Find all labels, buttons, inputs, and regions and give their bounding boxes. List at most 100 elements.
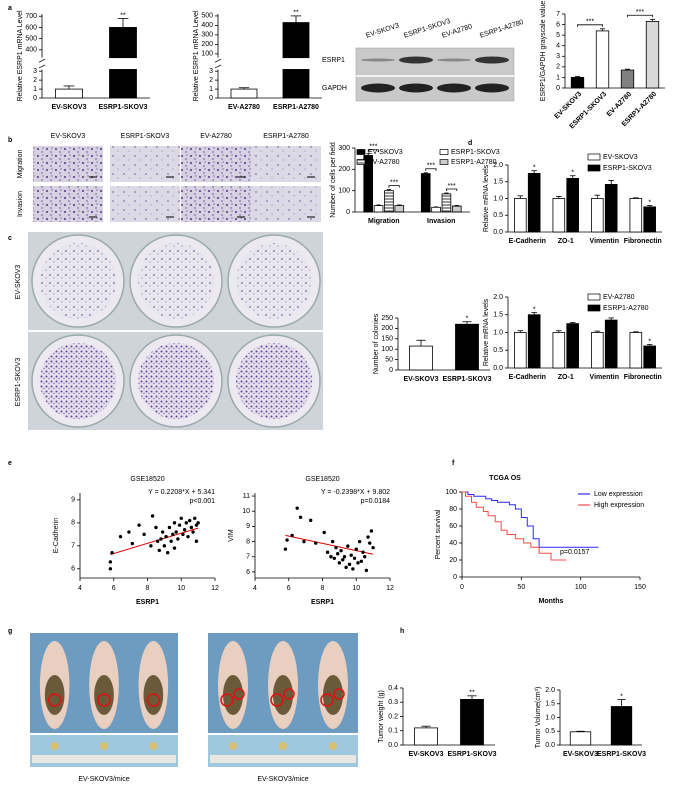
y-tick-label: 0 [389,367,393,374]
axis-break [214,64,222,69]
significance: * [648,338,651,345]
x-tick-label: 6 [112,585,116,592]
caption: EV-SKOV3/mice [257,776,308,783]
legend-label: High expression [594,502,644,509]
significance: * [571,170,574,177]
y-tick-label: 1.0 [493,329,503,336]
legend-swatch [587,304,601,312]
tumor-circle [233,688,245,700]
point [172,546,177,550]
y-axis-label: Number of cells per field [330,142,337,218]
abdomen [143,675,164,715]
y-tick-label: 20 [449,557,457,564]
y-tick-label: 4 [556,43,560,50]
y-tick-label: 1 [33,86,37,93]
chart-title: TCGA OS [489,475,521,482]
y-tick-label: 8 [246,538,250,545]
bar [431,206,441,213]
y-tick-label: 400 [25,47,37,54]
x-tick-label: EV-SKOV3 [51,104,86,111]
x-tick-label: 150 [634,584,646,591]
point [368,541,372,545]
point [349,553,353,557]
y-tick-label: 500 [201,13,213,20]
micrograph [181,186,251,222]
micrograph [33,186,103,222]
row-label: ESRP1-SKOV3 [15,358,22,407]
point [369,529,374,533]
y-tick-label: 100 [338,188,350,195]
panel-letter: c [8,235,12,242]
bar [527,314,541,369]
point [110,551,114,555]
y-axis-label: Tumor Volume(cm³) [535,687,542,749]
x-tick-label: 12 [386,585,394,592]
x-tick-label: 100 [575,584,587,591]
column-label: ESRP1-SKOV3 [121,133,170,140]
bar [604,319,618,369]
panel-letter: a [8,5,12,12]
bar [570,77,585,89]
point [189,525,194,530]
point [364,568,369,573]
tumor-circle [47,693,62,707]
significance: * [620,693,623,700]
y-tick-label: 0.1 [388,728,398,735]
legend-swatch [587,164,601,172]
y-tick-label: 9 [246,523,250,530]
point [325,550,330,554]
y-tick-label: 0 [33,95,37,102]
y-tick-label: 1 [556,74,560,81]
micrograph [110,186,180,222]
x-tick-label: ZO-1 [558,238,574,245]
significance: * [648,199,651,206]
tumor [229,742,237,750]
significance: ** [469,690,475,697]
blot-band [437,58,471,62]
point [169,539,173,543]
bar [610,706,633,746]
micrograph [110,146,180,182]
y-tick-label: 3 [209,68,213,75]
point [174,530,178,534]
micrograph [181,146,251,182]
column-label: EV-A2780 [200,133,232,140]
legend-swatch [587,153,601,161]
y-axis-label: VIM [228,529,235,542]
bar [230,88,258,99]
x-tick-label: 6 [287,585,291,592]
bar [569,731,592,746]
point [298,515,303,519]
point [127,530,131,534]
axis-break [214,58,222,63]
axis-break [38,64,46,69]
row-label: Invasion [17,191,24,217]
tumor-circle [320,693,334,707]
y-tick-label: 6 [71,566,75,573]
point [352,556,357,560]
point [179,516,183,520]
band-label: GAPDH [322,85,347,92]
y-tick-label: 300 [338,145,350,152]
point [181,532,185,537]
x-tick-label: EV-SKOV3 [563,751,598,758]
y-tick-label: 0.5 [493,212,503,219]
bar [414,727,438,746]
y-tick-label: 2 [209,77,213,84]
tumor-circle [270,693,284,707]
y-tick-label: 3 [33,68,37,75]
abdomen [94,675,114,715]
x-tick-label: Fibronectin [624,374,662,381]
tumor-circle [333,688,345,700]
bar [629,198,643,233]
point [361,550,365,554]
point [150,514,155,518]
bar [552,198,566,233]
legend-label: ESRP1-SKOV3 [603,165,652,172]
bar [552,332,566,369]
colonies [138,243,214,319]
p-value: p=0.0184 [361,498,390,505]
legend-swatch [587,293,601,301]
y-tick-label: 1.5 [545,701,555,708]
